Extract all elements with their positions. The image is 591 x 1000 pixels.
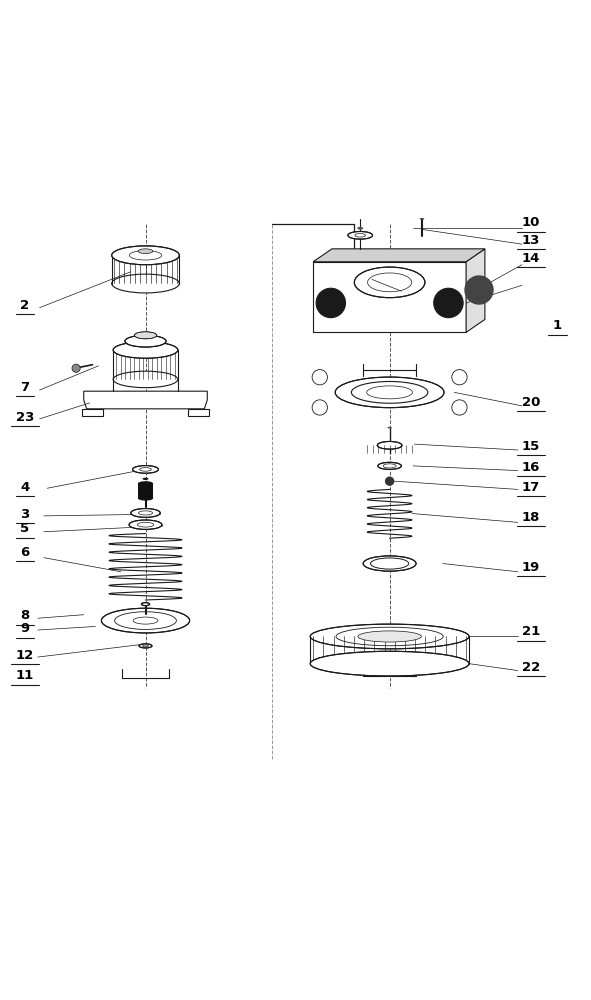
Ellipse shape: [335, 377, 444, 408]
Text: 7: 7: [20, 381, 30, 394]
Ellipse shape: [387, 427, 392, 429]
Ellipse shape: [377, 441, 402, 449]
Ellipse shape: [355, 267, 425, 298]
Text: 10: 10: [522, 216, 540, 229]
Ellipse shape: [363, 556, 416, 571]
Polygon shape: [84, 391, 207, 409]
Ellipse shape: [358, 227, 363, 230]
Ellipse shape: [139, 644, 152, 648]
Text: 14: 14: [522, 252, 540, 265]
Polygon shape: [466, 249, 485, 332]
Text: 18: 18: [522, 511, 540, 524]
Text: 6: 6: [20, 546, 30, 559]
Text: 13: 13: [522, 234, 540, 247]
Ellipse shape: [141, 603, 150, 606]
Ellipse shape: [125, 335, 166, 347]
Text: 19: 19: [522, 561, 540, 574]
Ellipse shape: [310, 624, 469, 649]
Polygon shape: [82, 409, 103, 416]
Ellipse shape: [138, 496, 153, 501]
Ellipse shape: [138, 249, 153, 254]
Text: 12: 12: [16, 649, 34, 662]
Text: 4: 4: [20, 481, 30, 494]
Ellipse shape: [113, 342, 178, 358]
Ellipse shape: [102, 608, 190, 633]
Ellipse shape: [310, 651, 469, 676]
Text: 5: 5: [20, 522, 30, 535]
Text: 2: 2: [20, 299, 30, 312]
Polygon shape: [188, 409, 209, 416]
Ellipse shape: [142, 478, 148, 480]
Polygon shape: [313, 262, 466, 332]
Text: 20: 20: [522, 396, 540, 409]
Circle shape: [385, 476, 394, 486]
Bar: [138, 484, 153, 498]
Text: 8: 8: [20, 609, 30, 622]
Ellipse shape: [112, 246, 179, 265]
Ellipse shape: [129, 520, 162, 529]
Text: 23: 23: [16, 411, 34, 424]
Text: 21: 21: [522, 625, 540, 638]
Ellipse shape: [131, 509, 160, 517]
Circle shape: [72, 364, 80, 372]
Text: 16: 16: [522, 461, 540, 474]
Ellipse shape: [316, 288, 346, 318]
Text: 3: 3: [20, 508, 30, 521]
Ellipse shape: [358, 631, 421, 642]
Text: 1: 1: [553, 319, 562, 332]
Text: 9: 9: [20, 622, 30, 635]
Ellipse shape: [132, 466, 158, 473]
Polygon shape: [313, 249, 485, 262]
Text: 15: 15: [522, 440, 540, 453]
Ellipse shape: [134, 332, 157, 339]
Ellipse shape: [465, 275, 493, 305]
Text: 17: 17: [522, 481, 540, 494]
Text: 22: 22: [522, 661, 540, 674]
Ellipse shape: [348, 231, 372, 239]
Ellipse shape: [113, 371, 178, 388]
Ellipse shape: [378, 462, 401, 469]
Ellipse shape: [112, 274, 179, 293]
Ellipse shape: [420, 218, 424, 220]
Text: 11: 11: [16, 669, 34, 682]
Ellipse shape: [138, 481, 153, 486]
Ellipse shape: [434, 288, 463, 318]
